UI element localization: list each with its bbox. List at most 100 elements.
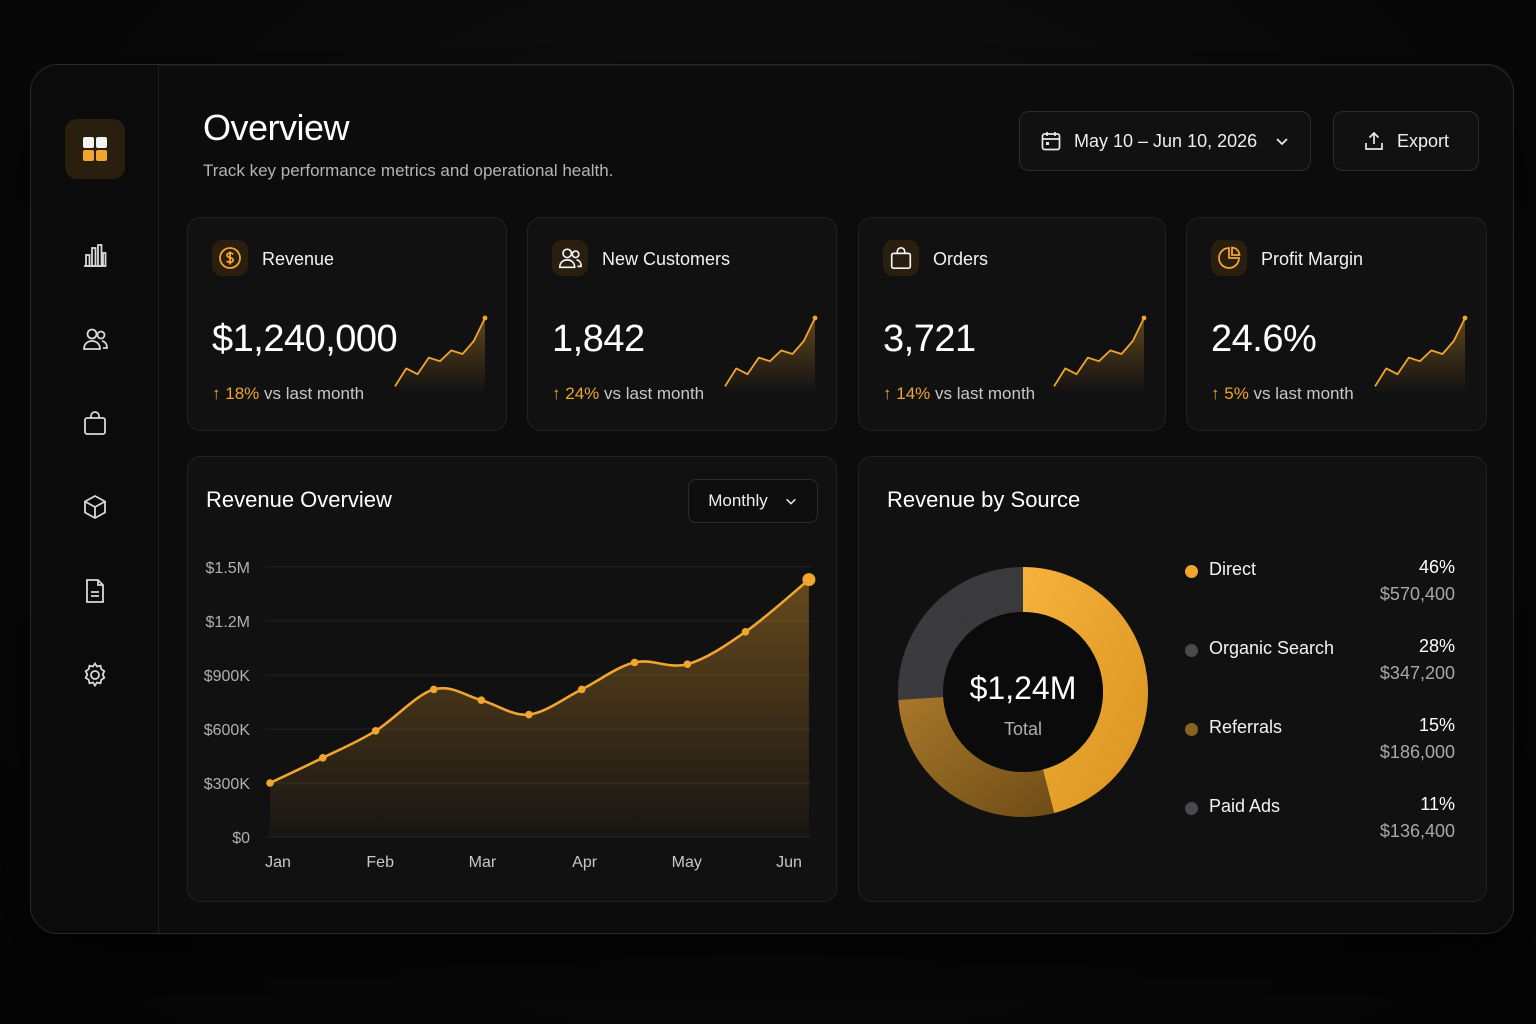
y-tick-label: $0 <box>232 830 250 847</box>
trend-up-arrow-icon: ↑ <box>883 384 897 403</box>
legend-amount: $570,400 <box>1379 584 1455 604</box>
legend-label: Referrals <box>1209 717 1283 737</box>
revenue-area-chart: $0 $300K $600K $900K $1.2M $1.5M Jan Feb Mar Apr M… <box>204 560 816 871</box>
data-point[interactable] <box>319 754 327 762</box>
page-title: Overview <box>203 107 350 148</box>
period-select-label: Monthly <box>708 491 768 510</box>
bar-chart-icon <box>84 244 107 267</box>
sidebar-item-settings[interactable] <box>65 645 125 705</box>
legend-dot <box>1185 723 1198 736</box>
sparkline-line <box>724 317 816 387</box>
kpi-change-percent: 5% <box>1224 384 1249 403</box>
kpi-change: ↑ 5% vs last month <box>1211 384 1354 404</box>
sidebar-item-analytics[interactable] <box>65 225 125 285</box>
users-icon <box>83 328 108 350</box>
donut-slice-referrals[interactable] <box>898 595 973 700</box>
document-icon <box>86 579 104 603</box>
date-range-picker[interactable]: May 10 – Jun 10, 2026 <box>1019 111 1311 171</box>
sidebar-item-reports[interactable] <box>65 561 125 621</box>
x-tick-label: Jun <box>776 854 802 871</box>
data-point[interactable] <box>577 685 586 694</box>
y-tick-label: $900K <box>204 668 251 685</box>
kpi-change-suffix: vs last month <box>599 384 705 403</box>
sparkline-endpoint <box>482 315 488 321</box>
y-tick-label: $1.2M <box>206 614 250 631</box>
data-point[interactable] <box>741 628 750 636</box>
data-point[interactable] <box>266 779 274 787</box>
revenue-overview-panel: Revenue Overview Monthly $0 $300K $600K $90… <box>187 456 837 902</box>
sparkline-line <box>1374 317 1466 387</box>
y-tick-label: $600K <box>204 722 251 739</box>
shopping-bag-icon <box>883 240 919 276</box>
kpi-change-percent: 24% <box>565 384 600 403</box>
kpi-card-new-customers[interactable]: New Customers 1,842 ↑ 24% vs last month <box>527 217 837 431</box>
calendar-icon <box>1041 132 1061 151</box>
kpi-label: Profit Margin <box>1261 249 1364 269</box>
kpi-change-suffix: vs last month <box>1248 384 1354 403</box>
kpi-sparkline <box>1374 315 1468 394</box>
shopping-bag-icon <box>84 411 106 435</box>
kpi-value: 3,721 <box>883 318 976 360</box>
export-button[interactable]: Export <box>1333 111 1479 171</box>
sidebar <box>31 65 159 933</box>
legend-label: Paid Ads <box>1209 796 1281 816</box>
legend-item-direct[interactable]: Direct 46% $570,400 <box>1185 557 1455 617</box>
legend-amount: $347,200 <box>1379 663 1455 683</box>
data-point[interactable] <box>371 727 380 735</box>
sparkline-line <box>1053 317 1145 387</box>
x-tick-label: May <box>672 854 702 871</box>
kpi-change-suffix: vs last month <box>930 384 1036 403</box>
kpi-card-profit-margin[interactable]: Profit Margin 24.6% ↑ 5% vs last month <box>1186 217 1487 431</box>
sparkline-area <box>1375 318 1465 394</box>
legend-percent: 28% <box>1418 636 1455 656</box>
sparkline-endpoint <box>1462 315 1468 321</box>
sidebar-item-customers[interactable] <box>65 309 125 369</box>
data-point[interactable] <box>477 696 486 704</box>
pie-chart-icon <box>1211 240 1247 276</box>
sparkline-area <box>395 318 485 394</box>
sparkline-endpoint <box>1141 315 1147 321</box>
legend-dot <box>1185 802 1198 815</box>
donut-center-value: $1,24M <box>970 670 1077 706</box>
kpi-card-orders[interactable]: Orders 3,721 ↑ 14% vs last month <box>858 217 1166 431</box>
kpi-change-percent: 18% <box>225 384 260 403</box>
legend-dot <box>1185 565 1198 578</box>
data-point[interactable] <box>525 710 533 719</box>
kpi-label: Orders <box>933 249 989 269</box>
legend-amount: $186,000 <box>1379 742 1455 762</box>
data-point[interactable] <box>429 685 438 694</box>
kpi-sparkline <box>394 315 488 394</box>
legend-percent: 11% <box>1420 794 1455 814</box>
donut-center <box>943 612 1103 772</box>
sparkline-area <box>1054 318 1144 394</box>
kpi-label: Revenue <box>262 249 335 269</box>
period-select[interactable]: Monthly <box>688 479 818 523</box>
kpi-card-revenue[interactable]: Revenue $1,240,000 ↑ 18% vs last month <box>187 217 507 431</box>
page-subtitle: Track key performance metrics and operat… <box>203 161 614 180</box>
sidebar-item-products[interactable] <box>65 477 125 537</box>
donut-center-label: Total <box>1004 719 1042 739</box>
data-point[interactable] <box>630 658 639 667</box>
trend-up-arrow-icon: ↑ <box>212 384 226 403</box>
settings-gear-icon <box>84 661 106 688</box>
legend-item-referrals[interactable]: Referrals 15% $186,000 <box>1185 715 1455 775</box>
donut-slice-paid-ads[interactable] <box>943 567 1023 631</box>
donut-slice-organic-search[interactable] <box>898 697 1055 817</box>
main-content: Overview Track key performance metrics a… <box>159 65 1513 933</box>
users-icon <box>552 240 588 276</box>
data-point[interactable] <box>802 573 816 587</box>
kpi-change-percent: 14% <box>896 384 931 403</box>
legend-item-organic-search[interactable]: Organic Search 28% $347,200 <box>1185 636 1455 696</box>
dashboard-window: Overview Track key performance metrics a… <box>30 64 1514 934</box>
revenue-donut-chart: $1,24M Total <box>898 567 1149 817</box>
donut-slice-direct[interactable] <box>1023 567 1149 814</box>
legend-percent: 46% <box>1418 557 1455 577</box>
sidebar-item-orders[interactable] <box>65 393 125 453</box>
kpi-value: $1,240,000 <box>212 318 398 360</box>
data-point[interactable] <box>683 660 692 668</box>
legend-dot <box>1185 644 1198 657</box>
legend-amount: $136,400 <box>1379 821 1455 841</box>
sidebar-item-dashboard[interactable] <box>65 119 125 179</box>
kpi-sparkline <box>1053 315 1147 394</box>
legend-item-paid-ads[interactable]: Paid Ads 11% $136,400 <box>1185 794 1455 854</box>
